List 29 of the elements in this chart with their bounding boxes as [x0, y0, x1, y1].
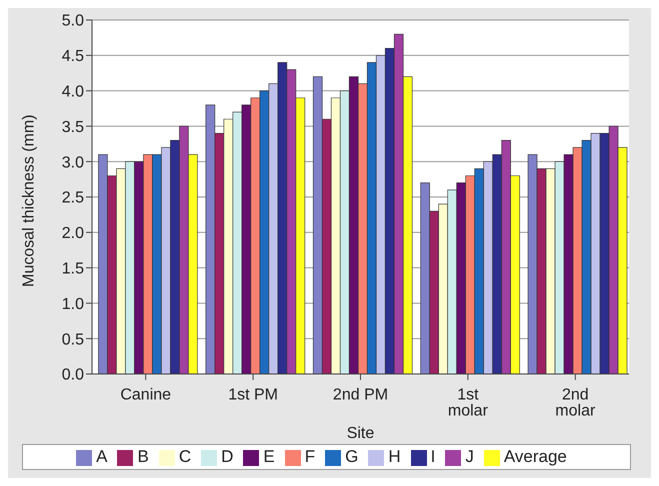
y-tick-label: 3.0: [62, 154, 84, 172]
legend-label: H: [388, 447, 401, 466]
legend-label: F: [304, 447, 316, 466]
x-tick-label: Canine: [120, 386, 172, 404]
x-tick-label: 1st molar: [448, 386, 489, 420]
legend-label: I: [430, 447, 436, 466]
y-tick-label: 2.5: [62, 190, 84, 207]
legend-label: B: [137, 447, 149, 466]
y-tick-label: 3.5: [62, 118, 84, 136]
legend-label: G: [345, 447, 358, 466]
x-tick-label: 2nd molar: [555, 386, 596, 420]
x-tick-label: 1st PM: [228, 386, 278, 404]
y-tick-label: 4.0: [62, 83, 84, 100]
legend-label: Average: [504, 447, 567, 466]
legend-label: C: [178, 447, 192, 466]
y-tick-label: 1.5: [62, 260, 84, 278]
y-axis-title: Mucosal thickness (mm): [20, 114, 38, 287]
y-tick-label: 4.5: [62, 48, 84, 66]
y-tick-label: 5.0: [62, 12, 84, 30]
y-tick-label: 1.0: [62, 296, 84, 313]
y-tick-label: 0.5: [62, 331, 84, 348]
legend-label: D: [221, 447, 234, 466]
y-tick-label: 0.0: [62, 366, 84, 384]
x-axis-title: Site: [346, 425, 374, 442]
legend-label: E: [263, 447, 275, 466]
legend-label: A: [96, 447, 108, 466]
y-tick-label: 2.0: [62, 225, 84, 242]
legend-label: J: [465, 447, 474, 466]
x-tick-label: 2nd PM: [332, 386, 388, 404]
